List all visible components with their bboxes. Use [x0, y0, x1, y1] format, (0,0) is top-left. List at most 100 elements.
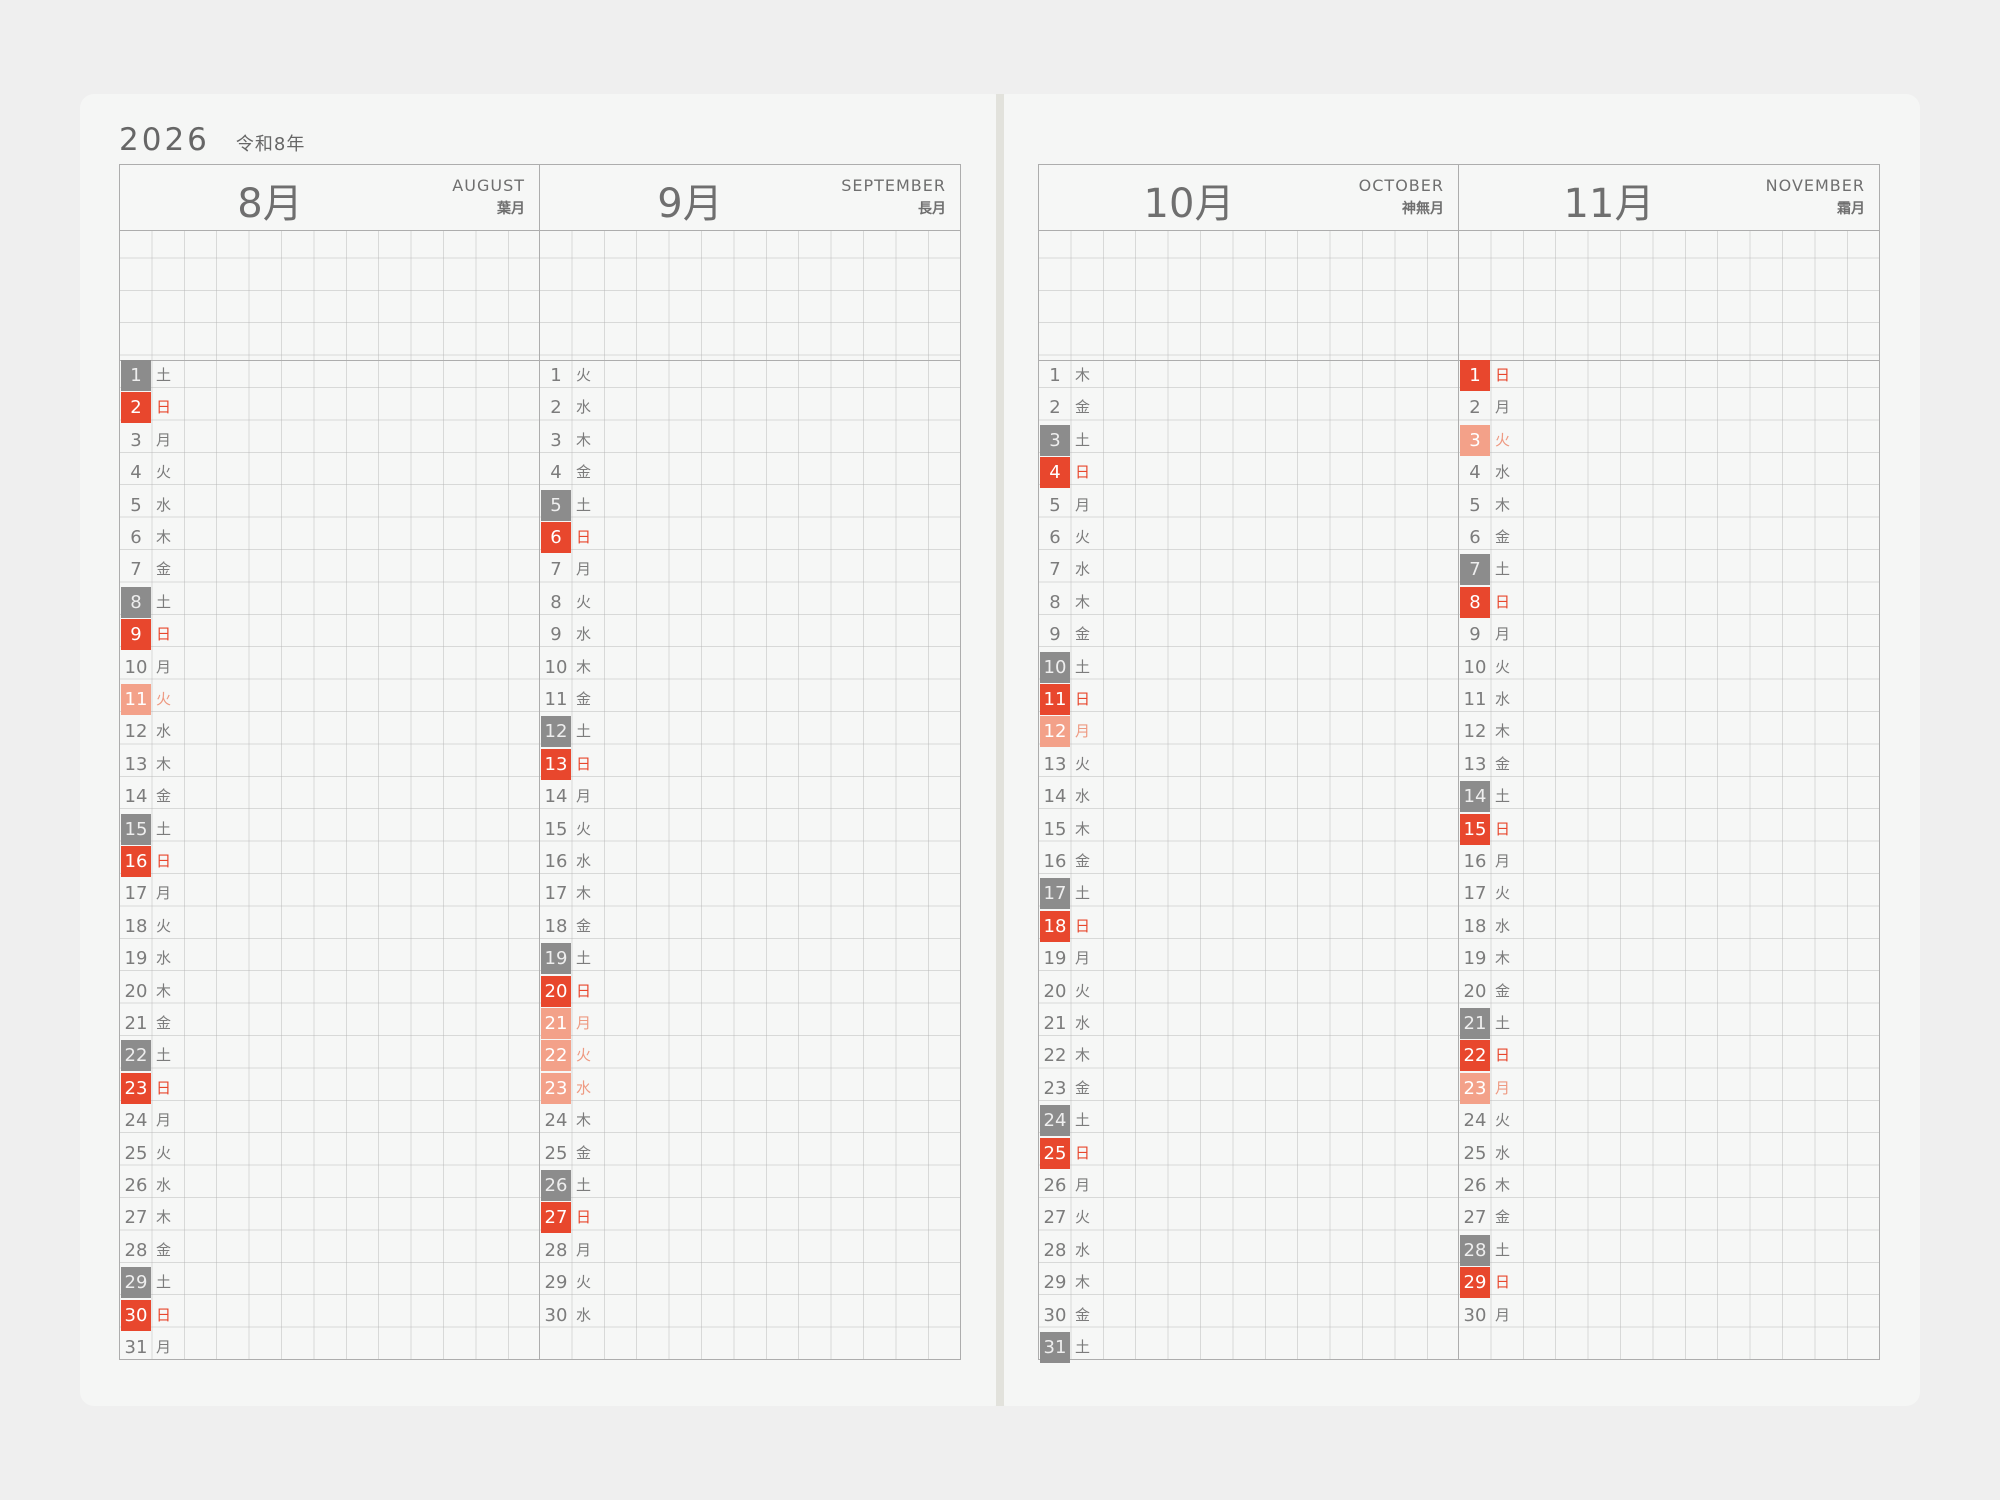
day-row[interactable]: 12 水	[120, 716, 210, 748]
day-row[interactable]: 22 火	[540, 1040, 630, 1072]
day-row[interactable]: 27 日	[540, 1202, 630, 1234]
day-row[interactable]: 20 火	[1039, 976, 1129, 1008]
day-row[interactable]: 12 木	[1459, 716, 1549, 748]
day-row[interactable]: 30 水	[540, 1300, 630, 1332]
day-row[interactable]: 14 金	[120, 781, 210, 813]
day-row[interactable]: 17 月	[120, 878, 210, 910]
day-row[interactable]: 15 土	[120, 813, 210, 846]
day-row[interactable]: 19 月	[1039, 943, 1129, 975]
day-row[interactable]: 23 水	[540, 1072, 630, 1105]
day-row[interactable]: 10 土	[1039, 651, 1129, 684]
day-row[interactable]: 24 月	[120, 1105, 210, 1137]
day-row[interactable]: 20 金	[1459, 976, 1549, 1008]
day-row[interactable]: 11 日	[1039, 684, 1129, 716]
day-row[interactable]: 14 土	[1459, 781, 1549, 813]
day-row[interactable]: 24 木	[540, 1105, 630, 1137]
day-row[interactable]: 15 木	[1039, 814, 1129, 846]
day-row[interactable]: 25 金	[540, 1138, 630, 1170]
day-row[interactable]: 31 土	[1039, 1332, 1129, 1364]
day-row[interactable]: 20 日	[540, 975, 630, 1008]
day-row[interactable]: 24 土	[1039, 1105, 1129, 1137]
day-row[interactable]: 14 水	[1039, 781, 1129, 813]
day-row[interactable]: 30 月	[1459, 1300, 1549, 1332]
day-row[interactable]: 29 木	[1039, 1267, 1129, 1299]
day-row[interactable]: 15 火	[540, 814, 630, 846]
day-row[interactable]: 25 水	[1459, 1138, 1549, 1170]
day-row[interactable]: 20 木	[120, 976, 210, 1008]
day-row[interactable]: 11 金	[540, 684, 630, 716]
memo-area[interactable]	[1039, 231, 1458, 361]
day-row[interactable]: 17 土	[1039, 878, 1129, 910]
day-row[interactable]: 17 火	[1459, 878, 1549, 910]
day-row[interactable]: 30 金	[1039, 1300, 1129, 1332]
day-row[interactable]: 17 木	[540, 878, 630, 910]
day-row[interactable]: 18 金	[540, 911, 630, 943]
day-row[interactable]: 16 日	[120, 846, 210, 878]
day-row[interactable]: 15 日	[1459, 813, 1549, 846]
day-row[interactable]: 28 土	[1459, 1234, 1549, 1267]
day-row[interactable]: 22 日	[1459, 1040, 1549, 1072]
day-row[interactable]: 13 火	[1039, 749, 1129, 781]
day-row[interactable]: 29 火	[540, 1267, 630, 1299]
day-row[interactable]: 10 月	[120, 652, 210, 684]
day-row[interactable]: 16 金	[1039, 846, 1129, 878]
memo-area[interactable]	[1459, 231, 1879, 361]
day-row[interactable]: 23 月	[1459, 1072, 1549, 1105]
day-row[interactable]: 19 木	[1459, 943, 1549, 975]
day-row[interactable]: 29 土	[120, 1267, 210, 1299]
day-row[interactable]: 28 金	[120, 1235, 210, 1267]
day-row[interactable]: 28 月	[540, 1235, 630, 1267]
day-row[interactable]: 12 月	[1039, 716, 1129, 748]
day-row[interactable]: 13 木	[120, 749, 210, 781]
day-row[interactable]: 23 日	[120, 1072, 210, 1105]
day-row[interactable]: 25 日	[1039, 1137, 1129, 1170]
day-row[interactable]: 27 火	[1039, 1202, 1129, 1234]
day-row[interactable]: 21 月	[540, 1008, 630, 1040]
day-row[interactable]: 26 水	[120, 1170, 210, 1202]
day-row[interactable]: 19 土	[540, 943, 630, 975]
day-row[interactable]: 16 月	[1459, 846, 1549, 878]
day-row[interactable]: 21 土	[1459, 1008, 1549, 1040]
day-row[interactable]: 10 木	[540, 652, 630, 684]
day-row[interactable]: 18 火	[120, 911, 210, 943]
day-row[interactable]: 13 日	[540, 748, 630, 781]
day-row[interactable]: 27 木	[120, 1202, 210, 1234]
day-row[interactable]: 26 月	[1039, 1170, 1129, 1202]
day-row[interactable]: 21 水	[1039, 1008, 1129, 1040]
memo-area[interactable]	[120, 231, 539, 361]
day-row[interactable]: 11 火	[120, 684, 210, 716]
day-row[interactable]: 26 木	[1459, 1170, 1549, 1202]
day-row[interactable]: 29 日	[1459, 1267, 1549, 1299]
memo-area[interactable]	[540, 231, 960, 361]
day-row[interactable]: 19 水	[120, 943, 210, 975]
day-row[interactable]: 18 日	[1039, 910, 1129, 943]
day-row[interactable]: 28 水	[1039, 1235, 1129, 1267]
